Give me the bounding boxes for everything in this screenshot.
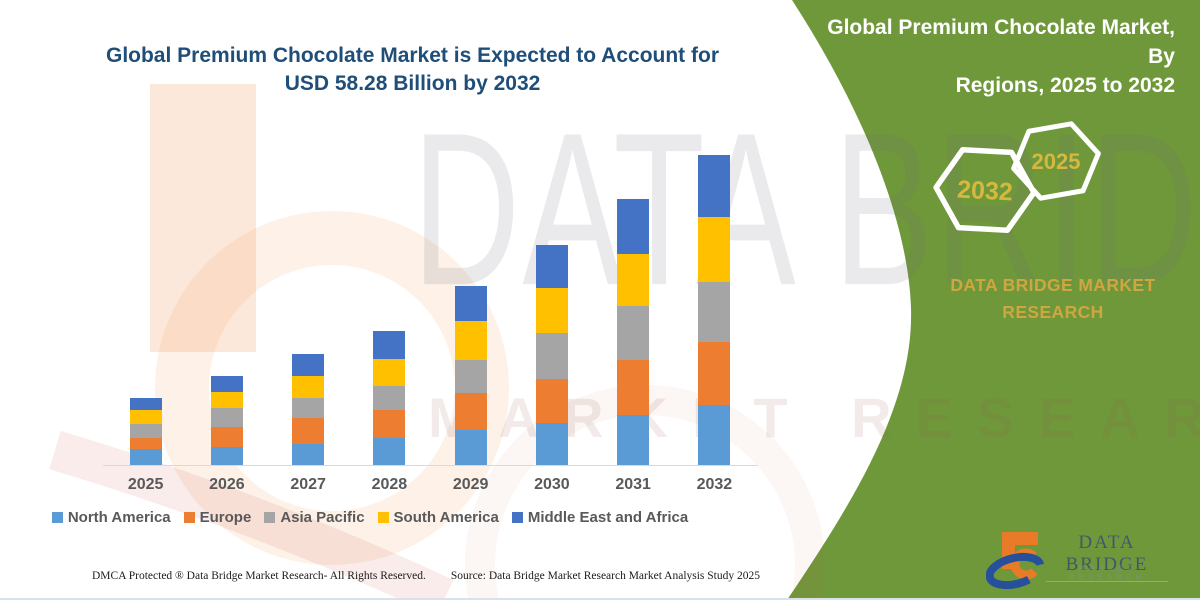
legend-item-north-america: North America (51, 509, 171, 526)
stacked-bar-2030 (535, 244, 568, 465)
bar-segment-asia-pacific-2031 (617, 305, 650, 361)
bar-segment-south-america-2028 (373, 358, 406, 387)
legend-swatch-asia-pacific (264, 512, 276, 523)
x-axis-label-2026: 2026 (209, 476, 245, 493)
stacked-bar-2025 (129, 398, 162, 465)
stacked-bar-2026 (210, 375, 243, 465)
bar-segment-north-america-2031 (617, 414, 650, 465)
legend-swatch-north-america (51, 512, 63, 523)
bar-segment-middle-east-and-africa-2028 (373, 331, 406, 359)
brand-wordmark-line2: RESEARCH (1002, 302, 1104, 322)
legend-item-europe: Europe (183, 509, 252, 526)
chart-title: Global Premium Chocolate Market is Expec… (90, 42, 735, 98)
bar-segment-middle-east-and-africa-2027 (292, 353, 325, 377)
legend-swatch-south-america (377, 512, 389, 523)
bar-segment-south-america-2030 (535, 287, 568, 334)
side-panel-title-line2: Regions, 2025 to 2032 (955, 74, 1175, 97)
brand-wordmark: DATA BRIDGE MARKET RESEARCH (928, 272, 1178, 326)
bar-segment-north-america-2029 (454, 429, 487, 465)
legend-label-asia-pacific: Asia Pacific (280, 509, 365, 526)
data-bridge-logo: DATA BRIDGE MARKET RESEARCH (986, 524, 1192, 590)
side-panel-title: Global Premium Chocolate Market, By Regi… (805, 13, 1175, 100)
bar-segment-north-america-2026 (210, 446, 243, 465)
stacked-bar-2028 (373, 331, 406, 465)
stacked-bar-2032 (698, 154, 731, 465)
bar-segment-north-america-2025 (129, 449, 162, 465)
hexagon-2025-label: 2025 (1032, 149, 1081, 174)
bar-segment-south-america-2026 (210, 392, 243, 409)
bar-segment-europe-2030 (535, 379, 568, 424)
x-axis-label-2025: 2025 (127, 476, 164, 493)
x-axis-line (103, 465, 758, 466)
bar-segment-europe-2032 (698, 341, 731, 406)
bar-segment-middle-east-and-africa-2029 (454, 286, 487, 322)
bar-segment-south-america-2032 (698, 217, 731, 282)
bar-segment-asia-pacific-2026 (210, 408, 243, 427)
hexagon-2025-outline (1011, 121, 1101, 201)
legend-label-europe: Europe (199, 509, 252, 526)
bar-segment-north-america-2030 (535, 423, 568, 465)
x-axis-label-2030: 2030 (534, 476, 570, 493)
bar-segment-south-america-2029 (454, 321, 487, 360)
bar-segment-asia-pacific-2027 (292, 397, 325, 419)
chart-title-line1: Global Premium Chocolate Market is Expec… (105, 44, 719, 67)
brand-wordmark-line1: DATA BRIDGE MARKET (950, 275, 1156, 295)
hexagon-2025: 2025 (1011, 121, 1101, 201)
legend-label-middle-east-and-africa: Middle East and Africa (527, 509, 689, 526)
x-axis-labels: 2025 2026 2027 2028 2029 2030 2031 2032 (105, 476, 755, 494)
bar-segment-europe-2029 (454, 392, 487, 430)
x-axis-label-2027: 2027 (290, 476, 326, 493)
legend-item-south-america: South America (377, 509, 499, 526)
footer-dmca-text: DMCA Protected ® Data Bridge Market Rese… (92, 570, 426, 582)
stacked-bar-2031 (617, 199, 650, 465)
x-axis-label-2029: 2029 (452, 476, 489, 493)
chart-title-line2: USD 58.28 Billion by 2032 (284, 72, 541, 95)
bar-segment-south-america-2031 (617, 253, 650, 306)
stacked-bar-2029 (454, 286, 487, 465)
legend-label-south-america: South America (393, 509, 499, 526)
bar-segment-asia-pacific-2028 (373, 386, 406, 410)
bar-segment-asia-pacific-2030 (535, 333, 568, 380)
hexagon-2032: 2032 (933, 147, 1037, 233)
bar-segment-asia-pacific-2025 (129, 424, 162, 438)
bar-segment-north-america-2028 (373, 438, 406, 465)
bar-segment-south-america-2027 (292, 376, 325, 398)
stacked-bar-plot (105, 150, 755, 465)
bar-segment-europe-2028 (373, 409, 406, 439)
x-axis-label-2032: 2032 (696, 476, 733, 493)
bar-segment-europe-2026 (210, 426, 243, 447)
bar-segment-middle-east-and-africa-2031 (617, 199, 650, 254)
bar-segment-europe-2027 (292, 418, 325, 445)
stacked-bar-2027 (292, 353, 325, 465)
legend-item-asia-pacific: Asia Pacific (264, 509, 365, 526)
chart-legend: North America Europe Asia Pacific South Ame… (51, 509, 688, 526)
bar-segment-asia-pacific-2029 (454, 359, 487, 393)
logo-subtitle-text: MARKET RESEARCH (1068, 564, 1146, 582)
side-panel-title-line1: Global Premium Chocolate Market, By (827, 16, 1175, 68)
x-axis-label-2028: 2028 (371, 476, 408, 493)
bar-segment-middle-east-and-africa-2030 (535, 244, 568, 288)
legend-item-middle-east-and-africa: Middle East and Africa (511, 509, 689, 526)
legend-swatch-middle-east-and-africa (511, 512, 523, 523)
bar-segment-middle-east-and-africa-2032 (698, 154, 731, 218)
footer-source-text: Source: Data Bridge Market Research Mark… (450, 570, 760, 582)
bar-segment-middle-east-and-africa-2026 (210, 375, 243, 393)
bar-segment-north-america-2032 (698, 405, 731, 465)
bar-segment-europe-2031 (617, 360, 650, 415)
hexagon-2032-label: 2032 (956, 176, 1013, 207)
legend-label-north-america: North America (67, 509, 171, 526)
hexagon-2032-outline (933, 147, 1037, 233)
x-axis-label-2031: 2031 (615, 476, 651, 493)
bar-segment-north-america-2027 (292, 444, 325, 465)
footer: DMCA Protected ® Data Bridge Market Rese… (92, 570, 760, 582)
bar-segment-asia-pacific-2032 (698, 281, 731, 342)
legend-swatch-europe (183, 512, 195, 523)
data-bridge-logo-icon (986, 532, 1044, 590)
bar-segment-middle-east-and-africa-2025 (129, 398, 162, 410)
bar-segment-europe-2025 (129, 437, 162, 450)
bar-segment-south-america-2025 (129, 409, 162, 425)
